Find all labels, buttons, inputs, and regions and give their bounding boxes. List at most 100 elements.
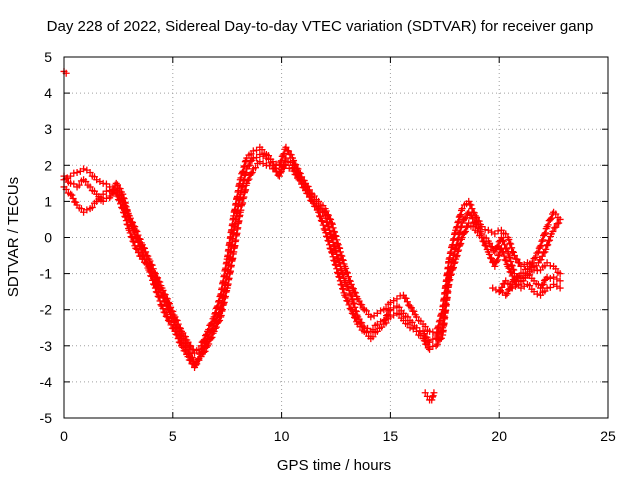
data-point: [501, 256, 509, 264]
data-point: [352, 289, 360, 297]
data-point: [426, 338, 434, 346]
data-point: [362, 307, 370, 315]
data-point: [171, 327, 179, 335]
data-point: [546, 232, 554, 240]
data-point: [296, 173, 304, 181]
data-point: [82, 178, 90, 186]
data-point: [334, 255, 342, 263]
data-point: [513, 255, 521, 263]
data-point: [153, 289, 161, 297]
data-point: [462, 214, 470, 222]
x-tick-label: 20: [491, 428, 507, 444]
data-point: [333, 265, 341, 273]
data-point: [493, 243, 501, 251]
data-point: [265, 155, 273, 163]
data-point: [347, 306, 355, 314]
data-point: [344, 283, 352, 291]
data-point: [161, 298, 169, 306]
data-point: [174, 335, 182, 343]
data-point: [109, 187, 117, 195]
data-point: [544, 241, 552, 249]
data-point: [393, 295, 401, 303]
data-point: [80, 165, 88, 173]
y-tick-label: 4: [44, 85, 52, 101]
data-point: [458, 234, 466, 241]
data-point: [457, 224, 465, 232]
data-point: [395, 303, 403, 311]
data-point: [454, 235, 462, 243]
data-point: [123, 207, 131, 215]
data-point: [123, 207, 131, 215]
data-point: [502, 230, 510, 238]
data-point: [403, 298, 411, 306]
data-point: [458, 222, 466, 230]
data-point: [550, 224, 558, 232]
data-point: [77, 205, 85, 213]
data-point: [107, 192, 115, 200]
data-point: [494, 256, 502, 264]
data-point: [421, 323, 429, 331]
data-point: [538, 252, 546, 260]
data-point: [503, 245, 511, 253]
data-point: [129, 226, 137, 234]
data-point: [143, 260, 151, 268]
data-point: [497, 234, 505, 241]
data-point: [543, 259, 551, 267]
data-point: [359, 322, 367, 330]
data-point: [315, 201, 323, 209]
x-axis-label: GPS time / hours: [277, 457, 391, 474]
data-point: [491, 262, 499, 270]
data-point: [333, 254, 341, 262]
data-point: [453, 240, 461, 248]
data-point: [338, 252, 346, 260]
data-point: [112, 179, 120, 187]
data-point: [526, 268, 534, 276]
data-point: [333, 250, 341, 258]
data-point: [239, 181, 247, 189]
data-point: [99, 190, 107, 198]
data-point: [319, 221, 327, 229]
data-point: [244, 162, 252, 170]
data-point: [508, 262, 516, 270]
data-point: [338, 281, 346, 289]
x-tick-label: 10: [274, 428, 290, 444]
y-tick-label: 1: [44, 193, 52, 209]
data-point: [328, 248, 336, 256]
data-point: [395, 311, 403, 319]
data-point: [214, 311, 222, 319]
data-point: [339, 256, 347, 264]
data-point: [176, 339, 184, 347]
data-point: [465, 197, 473, 205]
data-point: [122, 203, 130, 211]
data-point: [381, 316, 389, 324]
data-point: [456, 229, 464, 237]
data-point: [199, 344, 207, 352]
data-point: [485, 250, 493, 258]
data-point: [69, 195, 77, 203]
data-point: [510, 252, 518, 260]
data-point: [142, 259, 150, 267]
data-point: [121, 198, 129, 206]
data-point: [377, 307, 385, 315]
data-point: [133, 235, 141, 243]
data-point: [334, 241, 342, 249]
data-point: [181, 347, 189, 355]
data-point: [212, 316, 220, 324]
data-point: [120, 195, 128, 203]
data-point: [125, 212, 133, 220]
data-point: [128, 223, 136, 231]
data-point: [445, 270, 453, 278]
data-point: [367, 313, 375, 321]
data-point: [526, 282, 534, 290]
data-point: [437, 327, 445, 335]
data-point: [178, 342, 186, 350]
data-point: [179, 343, 187, 351]
data-point: [506, 239, 514, 247]
data-point: [238, 183, 246, 191]
data-point: [329, 238, 337, 246]
data-point: [406, 302, 414, 310]
data-point: [458, 205, 466, 213]
data-point: [436, 328, 444, 336]
data-point: [407, 304, 415, 312]
data-point: [130, 227, 138, 235]
